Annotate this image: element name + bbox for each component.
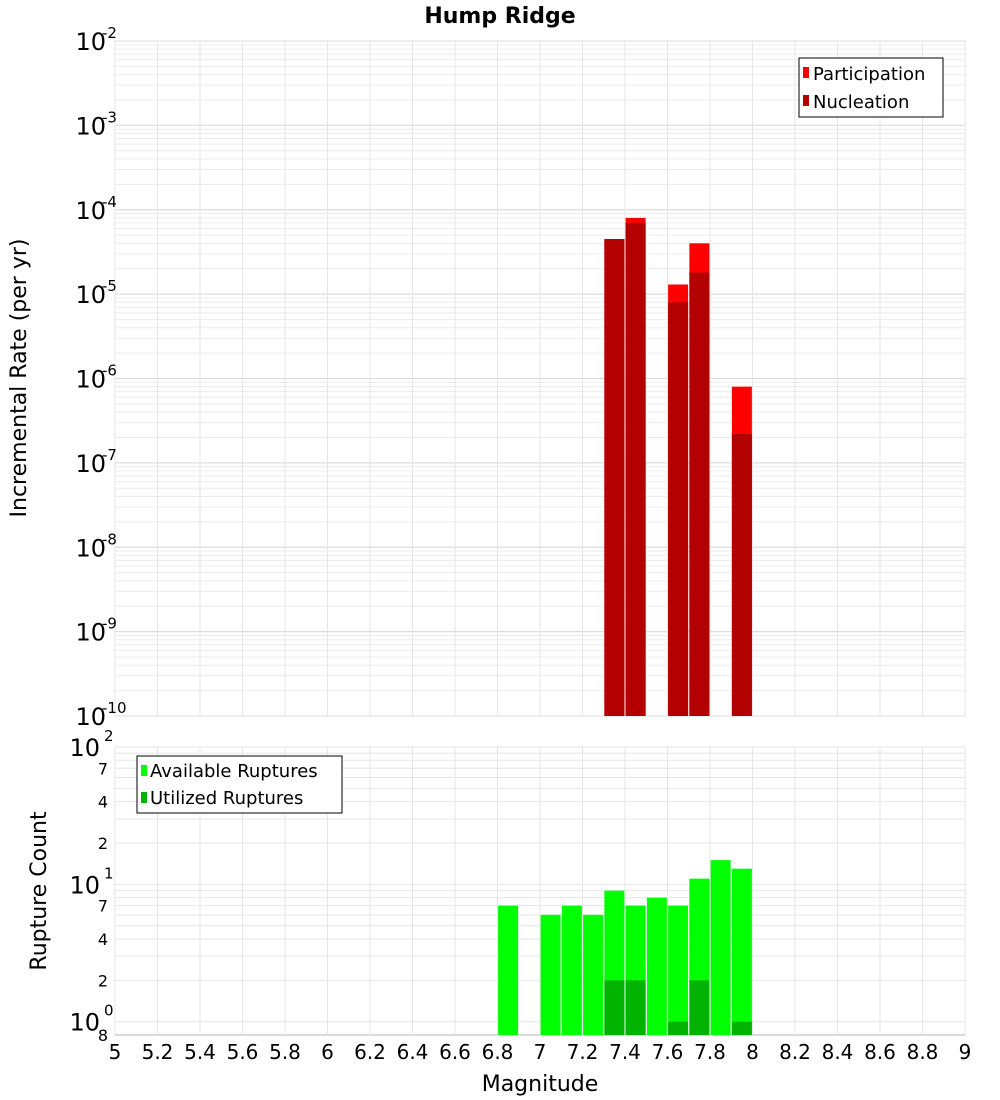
rate-y-tick-base: 10 <box>75 366 106 394</box>
rate-y-tick-exponent: -9 <box>102 615 117 633</box>
magnitude-x-tick: 7 <box>534 1040 547 1064</box>
magnitude-x-tick: 5.2 <box>142 1040 174 1064</box>
count-y-tick-exponent: 1 <box>104 864 114 882</box>
available-ruptures-bar <box>498 905 519 1035</box>
magnitude-x-tick: 5.8 <box>269 1040 301 1064</box>
magnitude-x-tick: 6.6 <box>439 1040 471 1064</box>
magnitude-x-tick: 8 <box>746 1040 759 1064</box>
nucleation-bar <box>668 302 689 716</box>
count-y-minor-tick: 4 <box>98 793 108 812</box>
rate-y-axis-label: Incremental Rate (per yr) <box>7 239 32 518</box>
count-y-minor-tick: 7 <box>98 897 108 916</box>
rate-bars <box>604 217 752 717</box>
rate-y-tick-base: 10 <box>75 703 106 731</box>
magnitude-x-tick: 8.4 <box>822 1040 854 1064</box>
utilized-ruptures-bar <box>604 980 625 1035</box>
rate-y-tick-base: 10 <box>75 112 106 140</box>
legend-label-participation: Participation <box>813 64 925 85</box>
nucleation-bar <box>625 222 646 716</box>
count-y-minor-tick: 2 <box>98 834 108 853</box>
count-y-minor-tick: 7 <box>98 759 108 778</box>
legend-swatch-available <box>141 765 147 776</box>
magnitude-x-tick: 6.4 <box>397 1040 429 1064</box>
utilized-ruptures-bar <box>731 1021 752 1035</box>
rate-y-tick-base: 10 <box>75 450 106 478</box>
rate-y-tick-exponent: -4 <box>102 193 117 211</box>
rate-y-tick-exponent: -8 <box>102 530 117 548</box>
count-y-tick-exponent: 2 <box>104 727 114 745</box>
nucleation-bar <box>689 272 710 716</box>
count-bars <box>498 860 752 1035</box>
count-y-axis-label: Rupture Count <box>27 811 52 971</box>
legend-label-nucleation: Nucleation <box>813 92 909 113</box>
magnitude-x-tick: 8.2 <box>779 1040 811 1064</box>
magnitude-x-tick: 9 <box>959 1040 972 1064</box>
utilized-ruptures-bar <box>668 1021 689 1035</box>
rate-y-tick-base: 10 <box>75 619 106 647</box>
rate-y-tick-exponent: -10 <box>102 699 127 717</box>
nucleation-bar <box>604 239 625 716</box>
rate-y-tick-exponent: -6 <box>102 362 117 380</box>
count-legend: Available Ruptures Utilized Ruptures <box>136 755 343 814</box>
nucleation-bar <box>731 433 752 716</box>
count-y-minor-tick: 8 <box>98 1026 108 1045</box>
legend-label-available: Available Ruptures <box>150 761 318 782</box>
count-y-minor-tick: 2 <box>98 971 108 990</box>
utilized-ruptures-bar <box>689 980 710 1035</box>
utilized-ruptures-bar <box>625 980 646 1035</box>
legend-swatch-participation <box>803 67 809 78</box>
available-ruptures-bar <box>731 868 752 1035</box>
magnitude-x-tick: 8.8 <box>907 1040 939 1064</box>
rate-y-tick-exponent: -7 <box>102 446 117 464</box>
available-ruptures-bar <box>583 914 604 1035</box>
magnitude-x-tick: 5 <box>109 1040 122 1064</box>
magnitude-x-tick: 7.4 <box>609 1040 641 1064</box>
legend-swatch-utilized <box>141 792 147 803</box>
magnitude-x-tick: 7.6 <box>652 1040 684 1064</box>
rate-y-tick-exponent: -3 <box>102 108 117 126</box>
rate-y-tick-base: 10 <box>75 281 106 309</box>
rate-legend: Participation Nucleation <box>798 57 944 118</box>
magnitude-x-tick: 5.6 <box>227 1040 259 1064</box>
legend-swatch-nucleation <box>803 95 809 106</box>
legend-label-utilized: Utilized Ruptures <box>150 788 303 809</box>
magnitude-x-tick: 6.8 <box>482 1040 514 1064</box>
magnitude-x-tick: 6 <box>321 1040 334 1064</box>
count-y-minor-tick: 4 <box>98 930 108 949</box>
rate-y-tick-base: 10 <box>75 534 106 562</box>
available-ruptures-bar <box>561 905 582 1035</box>
chart-title: Hump Ridge <box>424 4 575 29</box>
magnitude-x-tick: 8.6 <box>864 1040 896 1064</box>
count-gridlines <box>114 746 966 1035</box>
magnitude-x-tick: 5.4 <box>184 1040 216 1064</box>
rate-y-tick-base: 10 <box>75 28 106 56</box>
count-y-tick-base: 10 <box>69 871 100 899</box>
available-ruptures-bar <box>710 860 731 1035</box>
available-ruptures-bar <box>646 897 667 1035</box>
count-y-tick-exponent: 0 <box>104 1002 114 1020</box>
magnitude-x-tick: 7.8 <box>694 1040 726 1064</box>
magnitude-x-tick: 6.2 <box>354 1040 386 1064</box>
magnitude-x-ticks: 5 5.2 5.4 5.6 5.8 6 6.2 6.4 6.6 6.8 7 7.2 7.4 7.6 7.8 8… <box>109 1040 972 1064</box>
available-ruptures-bar <box>540 914 561 1035</box>
rate-y-tick-exponent: -2 <box>102 24 117 42</box>
count-y-tick-base: 10 <box>69 734 100 762</box>
count-y-tick-base: 10 <box>69 1009 100 1037</box>
x-axis-label: Magnitude <box>482 1072 599 1097</box>
rate-gridlines <box>114 40 966 717</box>
rate-y-tick-exponent: -5 <box>102 277 117 295</box>
available-ruptures-bar <box>668 905 689 1035</box>
rate-y-tick-base: 10 <box>75 197 106 225</box>
magnitude-x-tick: 7.2 <box>567 1040 599 1064</box>
